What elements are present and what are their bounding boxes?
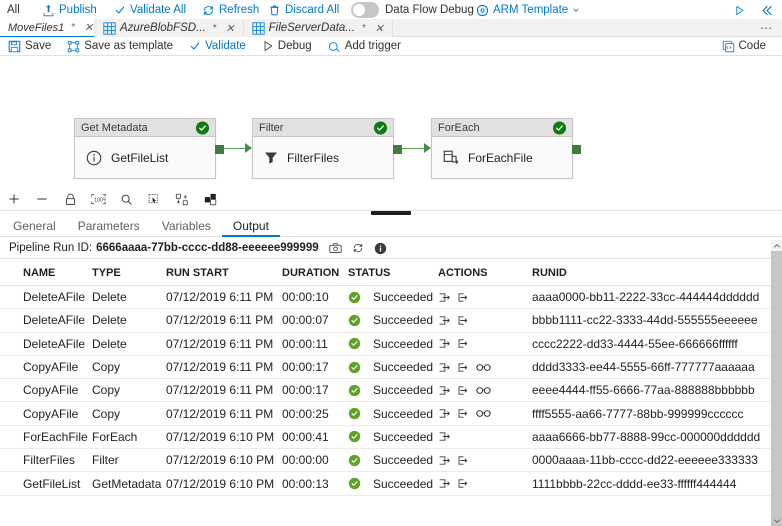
svg-text:100%: 100%	[94, 197, 106, 203]
